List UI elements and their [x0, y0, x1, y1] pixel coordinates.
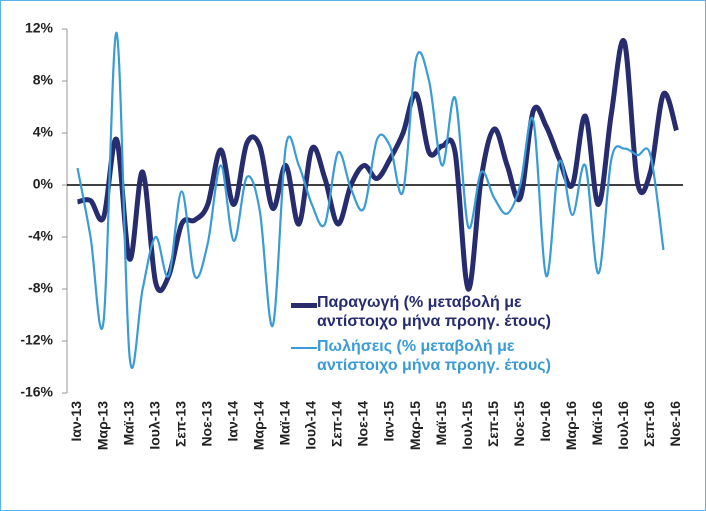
legend-swatch — [291, 303, 317, 308]
legend-swatch — [291, 347, 317, 349]
legend-label: Παραγωγή (% μεταβολή με αντίστοιχο μήνα … — [317, 294, 551, 330]
legend-item: Παραγωγή (% μεταβολή με αντίστοιχο μήνα … — [291, 293, 591, 331]
x-tick-label: Σεπ-13 — [172, 401, 188, 447]
x-tick-label: Ιαν-15 — [381, 401, 397, 442]
x-tick-label: Μαϊ-14 — [277, 401, 293, 446]
series-line — [76, 31, 665, 369]
x-tick-label: Σεπ-15 — [485, 401, 501, 447]
x-tick-label: Νοε-13 — [198, 401, 214, 447]
y-tick-label: -4% — [28, 228, 53, 244]
x-tick-label: Μαϊ-13 — [120, 401, 136, 446]
x-tick-label: Ιαν-16 — [537, 401, 553, 442]
legend-label: Πωλήσεις (% μεταβολή με αντίστοιχο μήνα … — [317, 338, 551, 374]
x-tick-label: Ιουλ-16 — [615, 401, 631, 450]
x-tick-label: Σεπ-16 — [641, 401, 657, 447]
x-tick-label: Ιαν-13 — [68, 401, 84, 442]
y-tick-label: -8% — [28, 280, 53, 296]
y-tick-label: -12% — [20, 332, 53, 348]
x-tick-label: Ιουλ-13 — [146, 401, 162, 450]
legend: Παραγωγή (% μεταβολή με αντίστοιχο μήνα … — [291, 293, 591, 381]
y-tick-label: 12% — [25, 20, 54, 36]
y-tick-label: -16% — [20, 384, 53, 400]
x-tick-label: Σεπ-14 — [329, 401, 345, 447]
y-tick-label: 4% — [33, 124, 54, 140]
x-tick-label: Μαϊ-16 — [589, 401, 605, 446]
x-tick-label: Νοε-16 — [667, 401, 683, 447]
x-tick-label: Μαρ-14 — [251, 401, 267, 450]
x-tick-label: Ιαν-14 — [224, 401, 240, 442]
legend-item: Πωλήσεις (% μεταβολή με αντίστοιχο μήνα … — [291, 337, 591, 375]
x-tick-label: Μαϊ-15 — [433, 401, 449, 446]
x-tick-label: Ιουλ-15 — [459, 401, 475, 450]
x-tick-label: Νοε-14 — [355, 401, 371, 447]
series-line — [76, 37, 679, 294]
y-tick-label: 0% — [33, 176, 54, 192]
x-tick-label: Μαρ-16 — [563, 401, 579, 450]
x-tick-label: Νοε-15 — [511, 401, 527, 447]
x-tick-label: Ιουλ-14 — [303, 401, 319, 450]
x-tick-label: Μαρ-13 — [94, 401, 110, 450]
x-tick-label: Μαρ-15 — [407, 401, 423, 450]
y-tick-label: 8% — [33, 72, 54, 88]
